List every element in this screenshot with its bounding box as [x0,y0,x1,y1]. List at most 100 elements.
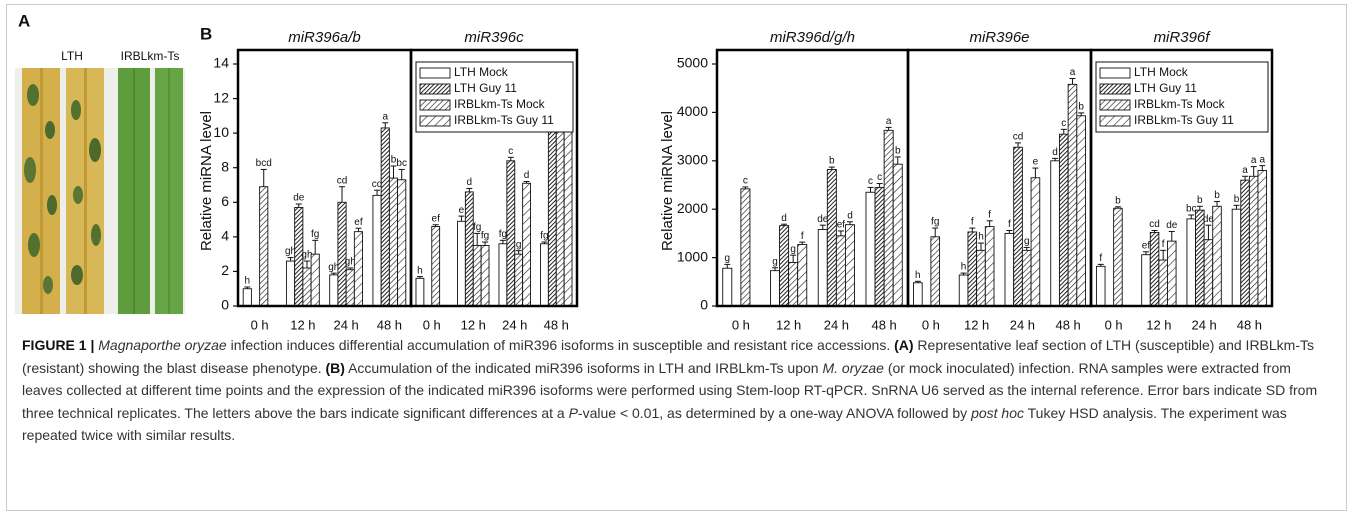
panel-label: A [18,11,30,30]
significance-letter: b [829,156,835,167]
caption-text: (B) [325,359,345,376]
bar [285,260,296,307]
bar [797,244,808,307]
y-axis-label: Relative miRNA level [659,111,676,251]
legend-swatch [1099,115,1131,127]
significance-letter: fg [473,222,481,233]
legend-swatch [419,67,451,79]
legend-swatch [419,99,451,111]
significance-letter: fg [931,217,939,228]
significance-letter: a [1070,67,1076,78]
legend-swatch [1099,99,1131,111]
bar [892,163,903,307]
legend-swatch [1099,83,1131,95]
bar [1058,133,1069,307]
bar [397,179,407,307]
panel-frame [1089,48,1274,308]
bar [1231,208,1242,307]
bar [874,186,885,307]
significance-letter: f [801,231,804,242]
bar [835,235,846,307]
significance-letter: f [1099,253,1102,264]
x-tick-label: 12 h [461,317,486,330]
x-tick-label: 0 h [732,317,750,330]
y-tick-label: 6 [221,193,229,209]
x-tick-label: 24 h [502,317,527,330]
bar [1113,207,1123,307]
y-tick-label: 0 [221,297,229,313]
bar [563,129,573,307]
y-tick-label: 3000 [677,152,708,168]
y-tick-label: 14 [213,55,229,71]
panel-title: miR396d/g/h [770,29,855,46]
caption-text: Magnaporthe oryzae [98,337,227,353]
y-axis-label: Relative miRNA level [198,111,215,251]
bar [514,253,524,307]
bar [329,274,339,307]
caption-text: Accumulation of the indicated miR396 iso… [344,359,823,376]
bar [958,274,969,307]
bar [1013,146,1023,307]
bar [883,129,894,307]
y-tick-label: 2 [221,262,229,278]
bar [722,267,733,307]
panel-title: miR396e [969,29,1029,46]
significance-letter: b [1115,195,1121,206]
figure-border [6,4,1347,511]
caption-text: Tukey HSD analysis. The experiment was r… [22,404,1287,444]
significance-letter: h [417,265,423,276]
bar [380,127,390,307]
significance-letter: fg [481,231,489,242]
bar [1167,240,1177,307]
significance-letter: ef [1142,240,1151,251]
x-tick-label: 24 h [1010,317,1035,330]
bar [498,243,508,307]
legend-label: IRBLkm-Ts Guy 11 [1134,113,1234,127]
y-tick-label: 0 [700,297,708,313]
figure: A B LTH IRBLkm-Ts 0 2 4 6 8 10 12 14 Relative mi… [15,11,1274,330]
panel-title: miR396f [1154,29,1212,46]
caption-text: FIGURE 1 | [22,337,99,353]
significance-letter: d [847,210,853,221]
caption-text: (or mock inoculated) infection. RNA samp… [22,359,1318,421]
significance-letter: g [516,239,522,250]
panel-title: miR396a/b [288,29,361,46]
y-tick-label: 1000 [677,248,708,264]
figure-caption: FIGURE 1 | Magnaporthe oryzae infection … [22,334,1334,447]
significance-letter: bcd [256,158,272,169]
significance-letter: d [781,213,787,224]
caption-text: post hoc [971,404,1024,421]
x-tick-label: 48 h [871,317,896,330]
x-tick-label: 48 h [1055,317,1080,330]
bar [472,245,482,307]
bar [1095,265,1106,307]
bar [976,249,986,307]
significance-letter: d [467,177,473,188]
significance-letter: a [382,111,388,122]
bar [480,245,490,307]
bar [506,160,516,307]
significance-letter: h [245,276,251,287]
significance-letter: a [1242,165,1248,176]
bar [522,182,531,307]
bar [930,236,941,307]
bar [1021,249,1032,307]
bar [372,194,382,307]
bar [1004,232,1015,307]
caption-text: -value < 0.01, as determined by a one-wa… [577,404,972,421]
legend-swatch [419,115,451,127]
significance-letter: cd [372,179,383,190]
y-tick-label: 4000 [677,103,708,119]
significance-letter: fg [540,231,548,242]
x-tick-label: 0 h [1105,317,1123,330]
x-tick-label: 48 h [544,317,569,330]
significance-letter: f [1162,239,1165,250]
significance-letter: c [743,176,748,187]
bar [540,243,549,307]
bar [1030,177,1041,307]
significance-letter: b [895,146,901,157]
significance-letter: gh [285,246,296,257]
significance-letter: gh [328,262,339,273]
x-tick-label: 48 h [377,317,402,330]
